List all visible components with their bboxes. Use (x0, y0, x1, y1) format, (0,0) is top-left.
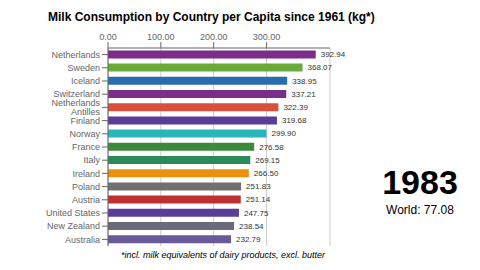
svg-text:368.07: 368.07 (308, 63, 333, 72)
svg-text:Italy: Italy (83, 155, 100, 165)
svg-text:Norway: Norway (69, 129, 100, 139)
svg-text:300.00: 300.00 (253, 32, 281, 42)
svg-text:New Zealand: New Zealand (47, 221, 100, 231)
svg-text:Australia: Australia (65, 235, 100, 245)
svg-text:Sweden: Sweden (67, 63, 100, 73)
svg-text:338.95: 338.95 (292, 77, 317, 86)
svg-text:Iceland: Iceland (71, 76, 100, 86)
svg-text:France: France (72, 142, 100, 152)
svg-text:276.58: 276.58 (259, 143, 284, 152)
html-text:*incl. milk equivalents of dai: *incl. milk equivalents of dairy product… (121, 250, 325, 260)
svg-text:247.75: 247.75 (244, 209, 269, 218)
svg-text:232.79: 232.79 (236, 235, 261, 244)
svg-text:Ireland: Ireland (72, 169, 100, 179)
svg-text:200.00: 200.00 (200, 32, 228, 42)
svg-text:319.68: 319.68 (282, 116, 307, 125)
svg-text:Switzerland: Switzerland (53, 89, 100, 100)
svg-text:251.83: 251.83 (246, 182, 271, 191)
svg-text:251.14: 251.14 (246, 195, 271, 204)
svg-text:238.54: 238.54 (239, 222, 264, 231)
svg-text:266.50: 266.50 (254, 169, 279, 178)
html-text:Milk Consumption by Country pe: Milk Consumption by Country per Capita s… (48, 10, 375, 24)
svg-text:Austria: Austria (72, 195, 100, 205)
svg-text:299.90: 299.90 (272, 129, 297, 138)
svg-text:Poland: Poland (72, 182, 100, 192)
html-text:World: 77.08: World: 77.08 (386, 203, 454, 217)
svg-text:NetherlandsAntilles: NetherlandsAntilles (51, 98, 100, 117)
svg-text:269.15: 269.15 (255, 156, 280, 165)
svg-text:Netherlands: Netherlands (51, 50, 100, 60)
svg-text:United States: United States (46, 208, 101, 218)
svg-text:392.94: 392.94 (321, 50, 346, 59)
svg-text:0.00: 0.00 (99, 32, 117, 42)
svg-text:337.21: 337.21 (291, 90, 316, 99)
svg-text:322.39: 322.39 (283, 103, 308, 112)
svg-text:100.00: 100.00 (147, 32, 175, 42)
svg-text:Finland: Finland (70, 116, 100, 126)
html-text:1983: 1983 (382, 163, 458, 201)
